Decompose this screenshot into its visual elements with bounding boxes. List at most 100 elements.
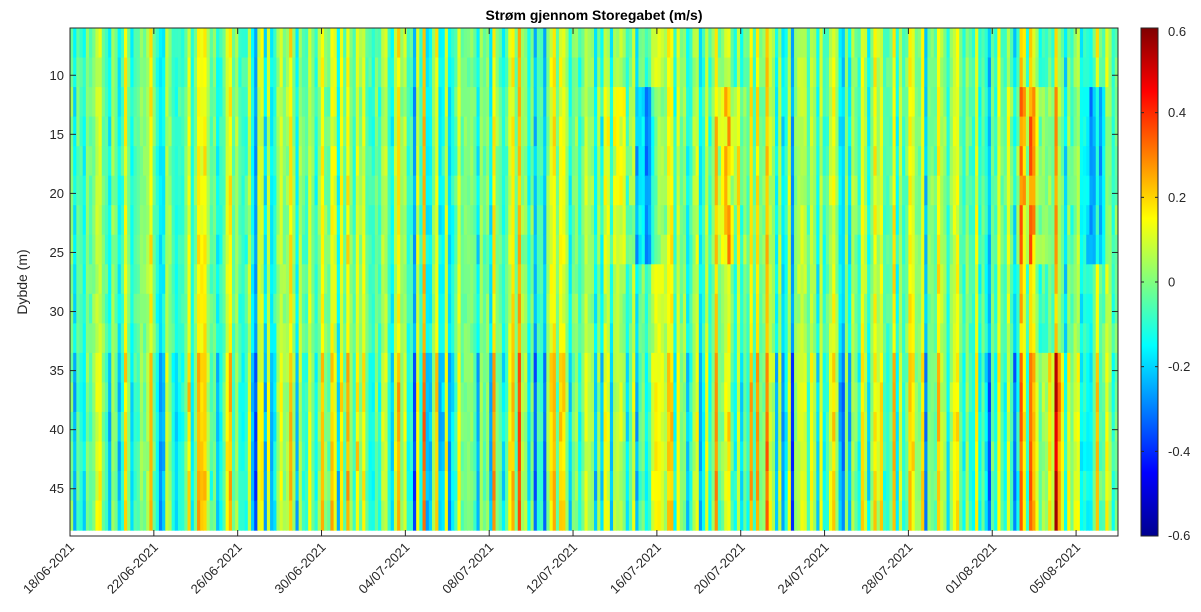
heatmap-cell: [613, 352, 617, 384]
heatmap-cell: [730, 28, 735, 59]
heatmap-cell: [905, 234, 909, 265]
heatmap-cell: [651, 411, 655, 443]
heatmap-cell: [320, 87, 325, 118]
heatmap-cell: [209, 234, 214, 265]
heatmap-cell: [136, 57, 141, 88]
heatmap-cell: [371, 87, 376, 118]
heatmap-cell: [543, 264, 547, 295]
heatmap-cell: [432, 411, 436, 443]
heatmap-cell: [565, 175, 570, 206]
heatmap-cell: [971, 323, 976, 354]
heatmap-cell: [562, 87, 567, 118]
heatmap-cell: [308, 175, 312, 206]
heatmap-cell: [257, 382, 262, 413]
heatmap-cell: [489, 352, 493, 384]
heatmap-cell: [616, 293, 621, 324]
heatmap-cell: [781, 28, 786, 59]
heatmap-cell: [447, 175, 452, 206]
heatmap-cell: [848, 293, 852, 324]
heatmap-cell: [711, 441, 716, 472]
heatmap-cell: [295, 116, 300, 147]
heatmap-cell: [292, 323, 297, 354]
heatmap-cell: [908, 146, 913, 177]
heatmap-cell: [832, 382, 836, 413]
heatmap-cell: [543, 293, 547, 324]
heatmap-cell: [959, 471, 963, 502]
heatmap-cell: [838, 293, 843, 324]
heatmap-cell: [768, 500, 773, 531]
heatmap-cell: [619, 382, 624, 413]
heatmap-cell: [206, 293, 211, 324]
heatmap-cell: [619, 175, 624, 206]
heatmap-cell: [222, 264, 227, 295]
heatmap-cell: [333, 471, 338, 502]
heatmap-cell: [390, 471, 395, 502]
heatmap-cell: [101, 441, 106, 472]
heatmap-cell: [917, 382, 922, 413]
heatmap-cell: [123, 28, 128, 59]
heatmap-cell: [295, 146, 300, 177]
heatmap-cell: [454, 441, 459, 472]
heatmap-cell: [422, 352, 427, 384]
heatmap-cell: [816, 471, 821, 502]
heatmap-cell: [752, 146, 757, 177]
heatmap-cell: [971, 146, 976, 177]
heatmap-cell: [540, 441, 544, 472]
heatmap-cell: [177, 146, 182, 177]
heatmap-cell: [654, 352, 659, 384]
heatmap-cell: [219, 57, 224, 88]
heatmap-cell: [203, 205, 208, 236]
heatmap-cell: [933, 293, 938, 324]
heatmap-cell: [724, 264, 728, 295]
heatmap-cell: [387, 175, 392, 206]
heatmap-cell: [187, 205, 192, 236]
heatmap-cell: [193, 264, 198, 295]
heatmap-cell: [82, 382, 87, 413]
heatmap-cell: [781, 234, 786, 265]
heatmap-cell: [540, 293, 544, 324]
heatmap-cell: [279, 175, 284, 206]
heatmap-cell: [482, 293, 487, 324]
heatmap-cell: [520, 382, 525, 413]
heatmap-cell: [911, 205, 916, 236]
heatmap-cell: [476, 293, 481, 324]
heatmap-cell: [143, 471, 147, 502]
heatmap-cell: [813, 87, 817, 118]
heatmap-cell: [197, 411, 201, 443]
heatmap-cell: [514, 441, 519, 472]
heatmap-cell: [908, 382, 913, 413]
heatmap-cell: [892, 205, 897, 236]
heatmap-cell: [705, 382, 709, 413]
heatmap-cell: [416, 441, 420, 472]
heatmap-cell: [139, 441, 144, 472]
heatmap-cell: [349, 264, 354, 295]
heatmap-cell: [311, 57, 316, 88]
heatmap-cell: [130, 411, 135, 443]
heatmap-cell: [1000, 146, 1005, 177]
heatmap-cell: [654, 500, 659, 531]
heatmap-cell: [358, 293, 363, 324]
heatmap-cell: [641, 382, 646, 413]
heatmap-cell: [870, 264, 875, 295]
heatmap-cell: [508, 411, 513, 443]
heatmap-cell: [117, 116, 122, 147]
heatmap-cell: [933, 471, 938, 502]
heatmap-cell: [533, 116, 538, 147]
heatmap-cell: [882, 264, 887, 295]
heatmap-cell: [587, 441, 592, 472]
heatmap-cell: [371, 146, 376, 177]
heatmap-cell: [895, 116, 900, 147]
heatmap-cell: [838, 87, 843, 118]
heatmap-cell: [114, 441, 119, 472]
heatmap-cell: [311, 500, 316, 531]
heatmap-cell: [111, 234, 116, 265]
heatmap-cell: [320, 411, 325, 443]
heatmap-cell: [123, 323, 128, 354]
heatmap-cell: [238, 323, 243, 354]
heatmap-cell: [266, 234, 271, 265]
heatmap-cell: [711, 323, 716, 354]
heatmap-cell: [387, 382, 392, 413]
heatmap-cell: [457, 205, 462, 236]
heatmap-cell: [622, 175, 627, 206]
heatmap-cell: [654, 264, 659, 295]
